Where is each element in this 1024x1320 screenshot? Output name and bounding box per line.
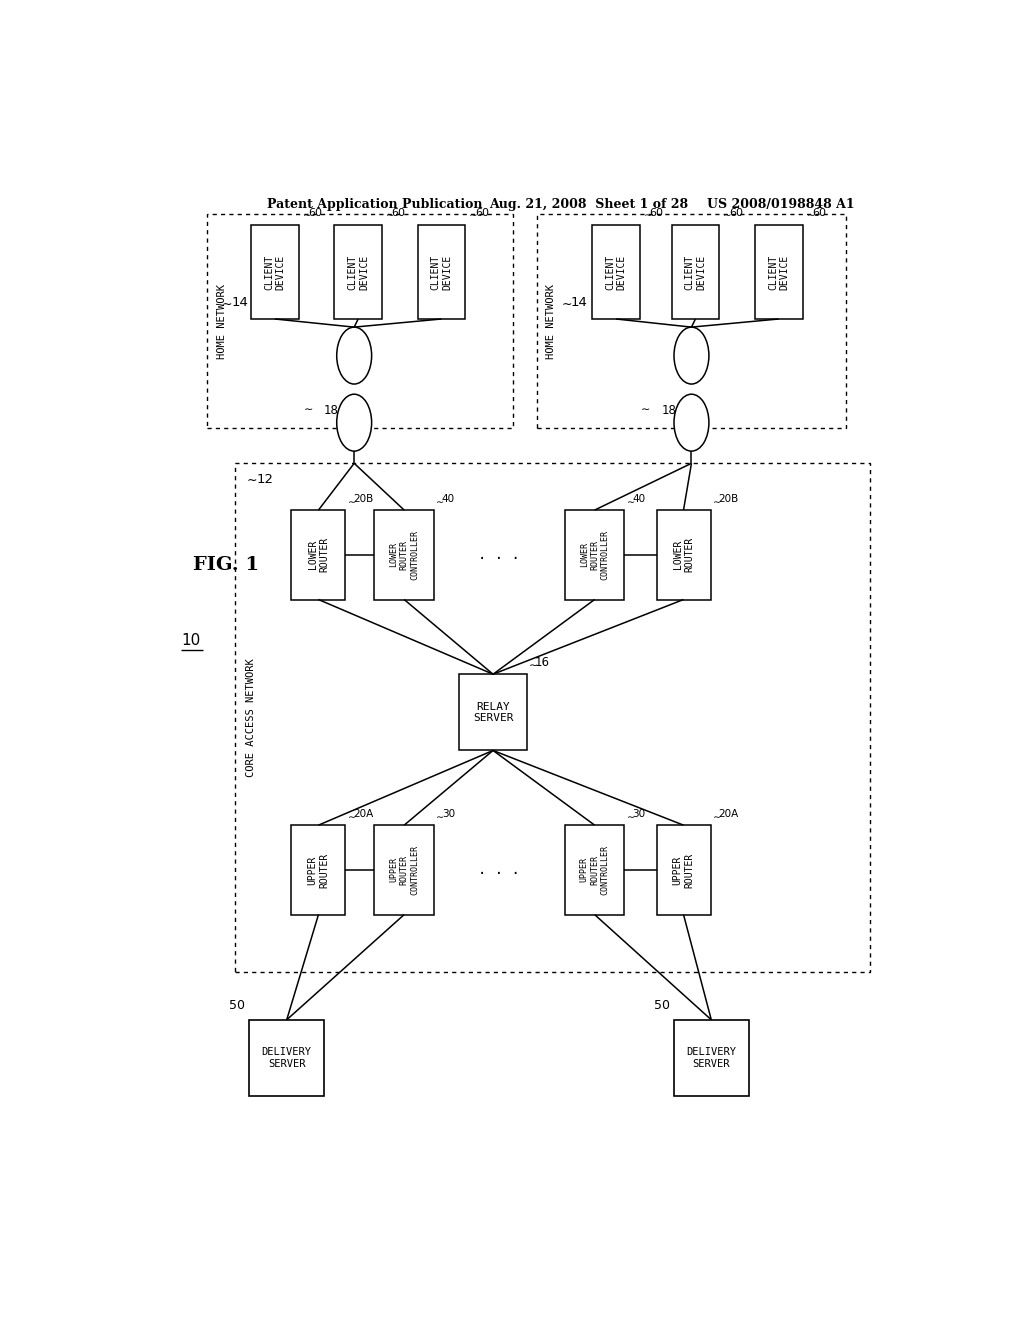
Bar — [375, 510, 434, 599]
Text: 40: 40 — [633, 494, 645, 504]
Text: ∼: ∼ — [221, 298, 232, 312]
Text: LOWER
ROUTER
CONTROLLER: LOWER ROUTER CONTROLLER — [389, 529, 419, 579]
Bar — [592, 226, 640, 319]
Text: 18: 18 — [662, 404, 676, 417]
Text: 20B: 20B — [353, 494, 374, 504]
Text: 40: 40 — [442, 494, 455, 504]
Text: ∼: ∼ — [644, 210, 652, 220]
Text: ∼: ∼ — [641, 404, 650, 414]
Text: . . .: . . . — [478, 548, 520, 562]
Bar — [236, 463, 870, 972]
Bar — [460, 675, 526, 751]
Bar — [537, 214, 846, 428]
Text: CLIENT
DEVICE: CLIENT DEVICE — [264, 255, 286, 290]
Bar — [565, 825, 625, 915]
Text: ∼: ∼ — [348, 498, 356, 507]
Text: 60: 60 — [812, 209, 826, 218]
Text: LOWER
ROUTER: LOWER ROUTER — [673, 537, 694, 573]
Ellipse shape — [337, 395, 372, 451]
Text: CLIENT
DEVICE: CLIENT DEVICE — [347, 255, 369, 290]
Text: 12: 12 — [257, 473, 273, 486]
Text: HOME NETWORK: HOME NETWORK — [546, 284, 556, 359]
Text: UPPER
ROUTER
CONTROLLER: UPPER ROUTER CONTROLLER — [580, 845, 609, 895]
Text: UPPER
ROUTER: UPPER ROUTER — [307, 853, 330, 887]
Text: 50: 50 — [229, 999, 245, 1011]
Text: ∼: ∼ — [627, 498, 635, 507]
Text: CLIENT
DEVICE: CLIENT DEVICE — [431, 255, 453, 290]
Text: 20B: 20B — [719, 494, 738, 504]
Bar — [292, 825, 345, 915]
Bar — [251, 226, 299, 319]
Bar — [334, 226, 382, 319]
Text: . . .: . . . — [478, 863, 520, 876]
Text: ∼: ∼ — [713, 498, 721, 507]
Text: 14: 14 — [231, 296, 248, 309]
Text: 60: 60 — [475, 209, 488, 218]
Text: DELIVERY
SERVER: DELIVERY SERVER — [686, 1047, 736, 1069]
Text: CLIENT
DEVICE: CLIENT DEVICE — [605, 255, 627, 290]
Text: US 2008/0198848 A1: US 2008/0198848 A1 — [708, 198, 855, 211]
Text: ∼: ∼ — [529, 661, 539, 671]
Text: LOWER
ROUTER
CONTROLLER: LOWER ROUTER CONTROLLER — [580, 529, 609, 579]
Text: ∼: ∼ — [713, 812, 721, 822]
Bar — [375, 825, 434, 915]
Text: FIG. 1: FIG. 1 — [194, 556, 259, 574]
Text: HOME NETWORK: HOME NETWORK — [217, 284, 226, 359]
Text: DELIVERY
SERVER: DELIVERY SERVER — [262, 1047, 311, 1069]
Text: UPPER
ROUTER: UPPER ROUTER — [673, 853, 694, 887]
Bar — [249, 1020, 325, 1096]
Text: 30: 30 — [633, 809, 645, 818]
Text: ∼: ∼ — [303, 210, 311, 220]
Text: 18: 18 — [324, 404, 339, 417]
Text: CLIENT
DEVICE: CLIENT DEVICE — [768, 255, 790, 290]
Text: 20A: 20A — [353, 809, 374, 818]
Text: CORE ACCESS NETWORK: CORE ACCESS NETWORK — [246, 659, 256, 776]
Bar — [656, 510, 711, 599]
Text: ∼: ∼ — [627, 812, 635, 822]
Text: 60: 60 — [391, 209, 406, 218]
Text: 10: 10 — [181, 634, 201, 648]
Ellipse shape — [674, 395, 709, 451]
Text: 16: 16 — [535, 656, 550, 669]
Text: 14: 14 — [570, 296, 588, 309]
Ellipse shape — [337, 327, 372, 384]
Text: 60: 60 — [308, 209, 323, 218]
Bar — [672, 226, 719, 319]
Bar — [755, 226, 803, 319]
Text: 20A: 20A — [719, 809, 738, 818]
Text: ∼: ∼ — [723, 210, 732, 220]
Bar — [656, 825, 711, 915]
Text: 30: 30 — [442, 809, 455, 818]
Text: ∼: ∼ — [469, 210, 478, 220]
Bar — [565, 510, 625, 599]
Text: ∼: ∼ — [807, 210, 815, 220]
Bar — [674, 1020, 749, 1096]
Text: ∼: ∼ — [386, 210, 394, 220]
Text: RELAY
SERVER: RELAY SERVER — [473, 701, 513, 723]
Text: ∼: ∼ — [561, 298, 571, 312]
Text: CLIENT
DEVICE: CLIENT DEVICE — [685, 255, 707, 290]
Text: 60: 60 — [649, 209, 664, 218]
Text: Aug. 21, 2008  Sheet 1 of 28: Aug. 21, 2008 Sheet 1 of 28 — [489, 198, 688, 211]
Bar — [292, 510, 345, 599]
Text: ∼: ∼ — [348, 812, 356, 822]
Bar — [418, 226, 465, 319]
Text: Patent Application Publication: Patent Application Publication — [267, 198, 482, 211]
Text: LOWER
ROUTER: LOWER ROUTER — [307, 537, 330, 573]
Text: ∼: ∼ — [303, 404, 313, 414]
Text: ∼: ∼ — [247, 474, 258, 487]
Text: 50: 50 — [653, 999, 670, 1011]
Text: 60: 60 — [729, 209, 742, 218]
Text: UPPER
ROUTER
CONTROLLER: UPPER ROUTER CONTROLLER — [389, 845, 419, 895]
Ellipse shape — [674, 327, 709, 384]
Text: ∼: ∼ — [436, 812, 444, 822]
Bar — [207, 214, 513, 428]
Text: ∼: ∼ — [436, 498, 444, 507]
